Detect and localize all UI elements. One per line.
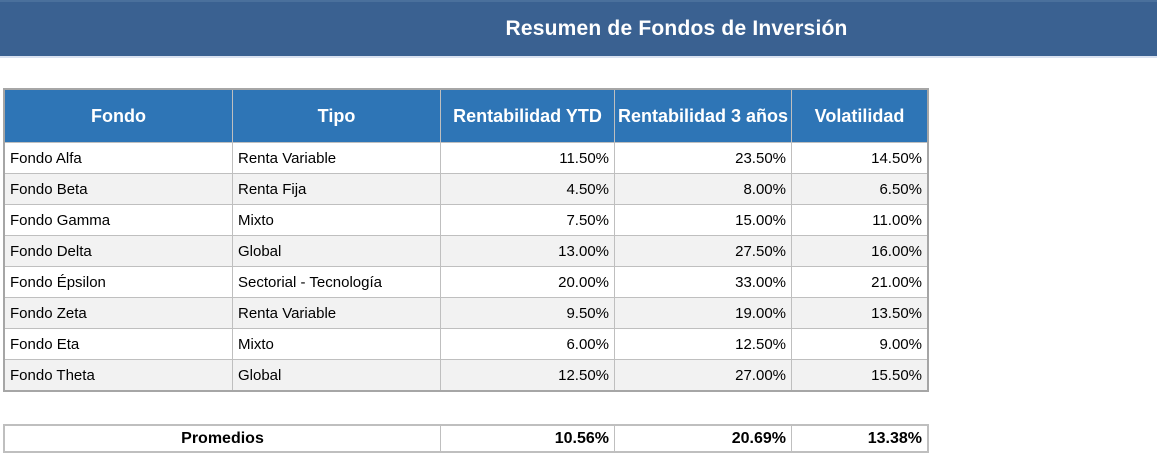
cell-ytd[interactable]: 7.50% <box>441 205 614 235</box>
cell-ytd[interactable]: 11.50% <box>441 143 614 173</box>
cell-tipo[interactable]: Global <box>233 236 440 266</box>
cell-volatilidad[interactable]: 15.50% <box>792 360 927 390</box>
cell-3anos[interactable]: 27.00% <box>615 360 791 390</box>
cell-volatilidad[interactable]: 16.00% <box>792 236 927 266</box>
cell-tipo[interactable]: Renta Variable <box>233 298 440 328</box>
cell-3anos[interactable]: 15.00% <box>615 205 791 235</box>
cell-ytd[interactable]: 9.50% <box>441 298 614 328</box>
cell-fondo[interactable]: Fondo Beta <box>5 174 232 204</box>
cell-3anos[interactable]: 19.00% <box>615 298 791 328</box>
cell-tipo[interactable]: Global <box>233 360 440 390</box>
cell-fondo[interactable]: Fondo Zeta <box>5 298 232 328</box>
summary-label[interactable]: Promedios <box>5 426 440 451</box>
cell-volatilidad[interactable]: 14.50% <box>792 143 927 173</box>
summary-ytd-average[interactable]: 10.56% <box>441 426 614 451</box>
cell-fondo[interactable]: Fondo Delta <box>5 236 232 266</box>
col-header-fondo[interactable]: Fondo <box>5 90 232 142</box>
cell-tipo[interactable]: Renta Variable <box>233 143 440 173</box>
col-header-rentabilidad-ytd[interactable]: Rentabilidad YTD <box>441 90 614 142</box>
cell-ytd[interactable]: 12.50% <box>441 360 614 390</box>
col-header-tipo[interactable]: Tipo <box>233 90 440 142</box>
cell-3anos[interactable]: 27.50% <box>615 236 791 266</box>
cell-volatilidad[interactable]: 21.00% <box>792 267 927 297</box>
funds-table: Fondo Tipo Rentabilidad YTD Rentabilidad… <box>3 88 929 392</box>
cell-fondo[interactable]: Fondo Épsilon <box>5 267 232 297</box>
summary-volatilidad-average[interactable]: 13.38% <box>792 426 927 451</box>
cell-volatilidad[interactable]: 13.50% <box>792 298 927 328</box>
cell-volatilidad[interactable]: 9.00% <box>792 329 927 359</box>
cell-3anos[interactable]: 23.50% <box>615 143 791 173</box>
cell-3anos[interactable]: 33.00% <box>615 267 791 297</box>
cell-tipo[interactable]: Mixto <box>233 329 440 359</box>
cell-ytd[interactable]: 13.00% <box>441 236 614 266</box>
cell-3anos[interactable]: 8.00% <box>615 174 791 204</box>
col-header-volatilidad[interactable]: Volatilidad <box>792 90 927 142</box>
page-title: Resumen de Fondos de Inversión <box>505 17 848 40</box>
cell-fondo[interactable]: Fondo Theta <box>5 360 232 390</box>
cell-volatilidad[interactable]: 6.50% <box>792 174 927 204</box>
cell-tipo[interactable]: Sectorial - Tecnología <box>233 267 440 297</box>
cell-fondo[interactable]: Fondo Eta <box>5 329 232 359</box>
cell-tipo[interactable]: Mixto <box>233 205 440 235</box>
col-header-rentabilidad-3anos[interactable]: Rentabilidad 3 años <box>615 90 791 142</box>
summary-3anos-average[interactable]: 20.69% <box>615 426 791 451</box>
cell-fondo[interactable]: Fondo Gamma <box>5 205 232 235</box>
cell-fondo[interactable]: Fondo Alfa <box>5 143 232 173</box>
cell-ytd[interactable]: 20.00% <box>441 267 614 297</box>
summary-row: Promedios 10.56% 20.69% 13.38% <box>3 424 929 453</box>
cell-tipo[interactable]: Renta Fija <box>233 174 440 204</box>
cell-ytd[interactable]: 6.00% <box>441 329 614 359</box>
cell-ytd[interactable]: 4.50% <box>441 174 614 204</box>
cell-3anos[interactable]: 12.50% <box>615 329 791 359</box>
cell-volatilidad[interactable]: 11.00% <box>792 205 927 235</box>
title-banner: Resumen de Fondos de Inversión <box>0 0 1157 58</box>
